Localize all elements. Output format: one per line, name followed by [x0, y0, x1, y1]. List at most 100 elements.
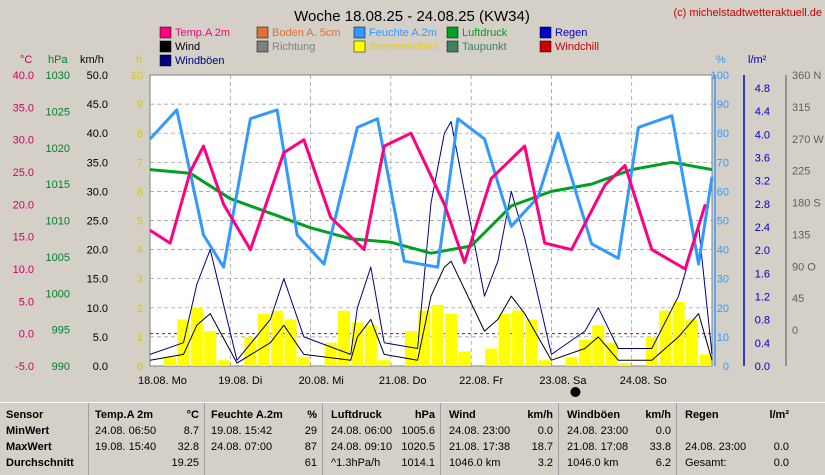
press-tick: 1000: [46, 288, 70, 300]
legend-swatch: [159, 40, 172, 53]
sunshine-bar: [164, 357, 177, 366]
sunshine-bar: [364, 325, 377, 366]
sunshine-bar: [351, 322, 364, 366]
hum-tick: 90: [717, 99, 729, 111]
sunshine-bar: [578, 339, 591, 366]
wind-tick: 20.0: [87, 245, 108, 257]
sunshine-bar: [378, 360, 391, 366]
dir-tick: 180 S: [792, 198, 821, 210]
rain-tick: 2.8: [755, 199, 770, 211]
wind-line: [149, 260, 713, 364]
temp-tick: 5.0: [19, 296, 34, 308]
hum-tick: 40: [717, 245, 729, 257]
legend-label: Sonnenschein: [369, 41, 439, 53]
stats-cell: 24.08. 23:00: [685, 441, 747, 453]
legend-label: Richtung: [272, 41, 315, 53]
sunshine-bar: [271, 310, 284, 366]
wind-tick: 25.0: [87, 216, 108, 228]
stats-row-label: MaxWert: [6, 441, 52, 453]
stats-cell: 1005.6: [401, 425, 435, 437]
sunshine-bar: [445, 313, 458, 366]
press-tick: 1025: [46, 106, 70, 118]
stats-cell: 24.08. 09:10: [331, 441, 393, 453]
legend-swatch: [353, 26, 366, 39]
sunshine-bar: [284, 319, 297, 366]
press-tick: 990: [52, 361, 70, 373]
sunshine-bar: [404, 331, 417, 366]
hum-tick: 20: [717, 303, 729, 315]
temp-tick: 30.0: [13, 135, 34, 147]
stats-table: Sensor MinWert MaxWert Durchschnitt Temp…: [0, 402, 825, 475]
stats-cell: 21.08. 17:38: [449, 441, 511, 453]
hum-tick: 50: [717, 216, 729, 228]
day-label: 18.08. Mo: [138, 375, 187, 387]
legend-swatch: [256, 26, 269, 39]
wind-unit: km/h: [80, 54, 104, 66]
rain-tick: 3.2: [755, 176, 770, 188]
stats-col-gust: Windböen km/h 24.08. 23:00 0.0 21.08. 17…: [558, 403, 677, 475]
dir-tick: 90 O: [792, 261, 816, 273]
temperature-line: [149, 131, 707, 271]
legend-swatch: [256, 40, 269, 53]
sun-tick: 9: [137, 99, 143, 111]
stats-header: Feuchte A.2m: [211, 409, 283, 421]
stats-cell: 19.08. 15:42: [211, 425, 273, 437]
sunshine-bar: [297, 357, 310, 366]
day-label: 20.08. Mi: [299, 375, 344, 387]
sun-tick: 2: [137, 303, 143, 315]
legend-swatch: [539, 40, 552, 53]
legend-label: Feuchte A.2m: [369, 27, 437, 39]
hum-tick: 10: [717, 332, 729, 344]
legend-label: Taupunkt: [462, 41, 507, 53]
legend-swatch: [159, 54, 172, 67]
dir-tick: 225: [792, 166, 810, 178]
legend-swatch: [353, 40, 366, 53]
temp-tick: -5.0: [15, 361, 34, 373]
sunshine-bar: [485, 348, 498, 366]
dir-tick: 360 N: [792, 70, 821, 82]
wind-tick: 35.0: [87, 157, 108, 169]
sun-unit: h: [136, 54, 142, 66]
stats-col-sensor: Sensor MinWert MaxWert Durchschnitt: [0, 403, 88, 475]
wind-tick: 30.0: [87, 186, 108, 198]
chart-title: Woche 18.08.25 - 24.08.25 (KW34): [294, 8, 530, 25]
dir-tick: 315: [792, 102, 810, 114]
rain-tick: 4.4: [755, 106, 770, 118]
rain-tick: 3.6: [755, 153, 770, 165]
hum-tick: 100: [711, 70, 729, 82]
weather-chart: Woche 18.08.25 - 24.08.25 (KW34) (c) mich…: [13, 7, 824, 397]
hum-tick: 70: [717, 157, 729, 169]
wind-tick: 40.0: [87, 128, 108, 140]
wind-tick: 0.0: [93, 361, 108, 373]
hum-tick: 80: [717, 128, 729, 140]
rain-tick: 2.0: [755, 245, 770, 257]
stats-header: hPa: [414, 409, 435, 421]
temp-tick: 25.0: [13, 167, 34, 179]
legend-label: Boden A. 5cm: [272, 27, 341, 39]
temp-tick: 40.0: [13, 70, 34, 82]
wind-tick: 10.0: [87, 303, 108, 315]
wind-tick: 45.0: [87, 99, 108, 111]
sunshine-bar: [204, 331, 217, 366]
stats-header: km/h: [527, 409, 553, 421]
press-tick: 1005: [46, 252, 70, 264]
stats-cell: ^1.3hPa/h: [331, 457, 381, 469]
hum-unit: %: [716, 54, 726, 66]
stats-cell: 24.08. 06:00: [331, 425, 393, 437]
stats-col-hum: Feuchte A.2m % 19.08. 15:42 29 24.08. 07…: [204, 403, 323, 475]
wind-tick: 5.0: [93, 332, 108, 344]
rain-tick: 4.8: [755, 83, 770, 95]
sunshine-bar: [565, 357, 578, 366]
sun-tick: 8: [137, 128, 143, 140]
stats-cell: 21.08. 17:08: [567, 441, 629, 453]
day-label: 22.08. Fr: [459, 375, 503, 387]
stats-cell: 6.2: [655, 457, 671, 469]
stats-header: Temp.A 2m: [95, 409, 154, 421]
legend-label: Wind: [175, 41, 200, 53]
press-tick: 1015: [46, 179, 70, 191]
sun-tick: 1: [137, 332, 143, 344]
rain-tick: 1.2: [755, 292, 770, 304]
stats-cell: 18.7: [531, 441, 553, 453]
legend-swatch: [446, 26, 459, 39]
sun-tick: 5: [137, 216, 143, 228]
